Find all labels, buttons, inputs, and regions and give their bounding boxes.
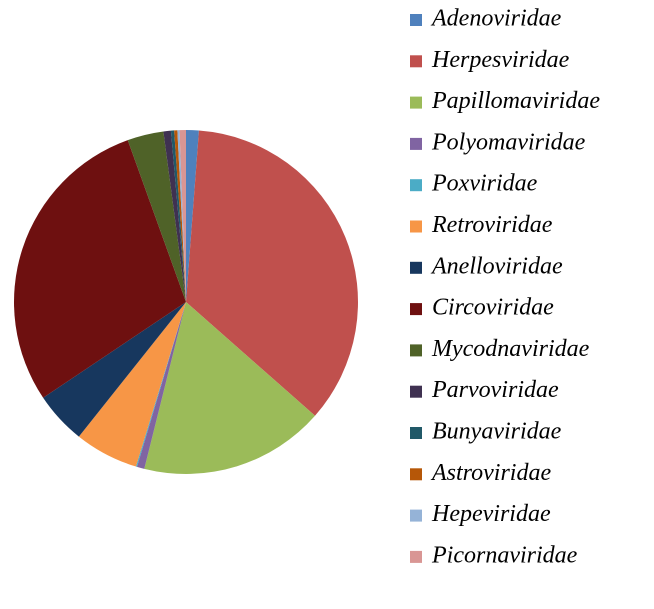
- legend-swatch: [410, 509, 422, 522]
- pie-slice: [127, 131, 186, 302]
- legend-swatch: [410, 14, 422, 26]
- legend-label: Picornaviridae: [431, 542, 578, 568]
- legend-swatch: [410, 385, 422, 398]
- legend-swatch: [410, 468, 422, 481]
- pie-slice: [78, 302, 186, 467]
- pie-slice: [170, 130, 186, 302]
- legend-label: Parvoviridae: [431, 377, 559, 403]
- legend-swatch: [410, 55, 422, 68]
- pie-slice: [163, 130, 186, 302]
- legend-label: Adenoviridae: [430, 6, 562, 32]
- pie-slice: [174, 130, 186, 302]
- legend-label: Papillomaviridae: [431, 88, 600, 114]
- legend-swatch: [410, 344, 422, 357]
- legend-swatch: [410, 550, 422, 563]
- legend-label: Astroviridae: [430, 460, 551, 486]
- legend-label: Anelloviridae: [430, 253, 563, 279]
- legend-label: Retroviridae: [431, 212, 553, 238]
- legend-swatch: [410, 96, 422, 109]
- legend-swatch: [410, 137, 422, 150]
- legend-label: Bunyaviridae: [432, 419, 562, 445]
- pie-slice: [186, 130, 358, 416]
- pie-slice: [179, 130, 186, 302]
- pie-slice: [186, 130, 199, 302]
- legend-label: Polyomaviridae: [431, 129, 586, 155]
- legend-swatch: [410, 220, 422, 233]
- legend-label: Poxviridae: [431, 171, 538, 197]
- pie-slice: [43, 302, 186, 437]
- legend-swatch: [410, 427, 422, 439]
- legend-swatch: [410, 303, 422, 316]
- legend-swatch: [410, 261, 422, 274]
- legend-label: Herpesviridae: [431, 47, 570, 73]
- legend-swatch: [410, 179, 422, 192]
- legend-label: Hepeviridae: [431, 501, 551, 527]
- pie-slice: [13, 140, 187, 398]
- pie-slice: [177, 130, 186, 302]
- pie-slice: [144, 302, 316, 474]
- pie-slice: [136, 302, 186, 469]
- legend-label: Circoviridae: [432, 295, 554, 321]
- pie-slice: [135, 302, 186, 467]
- legend-label: Mycodnaviridae: [431, 336, 590, 362]
